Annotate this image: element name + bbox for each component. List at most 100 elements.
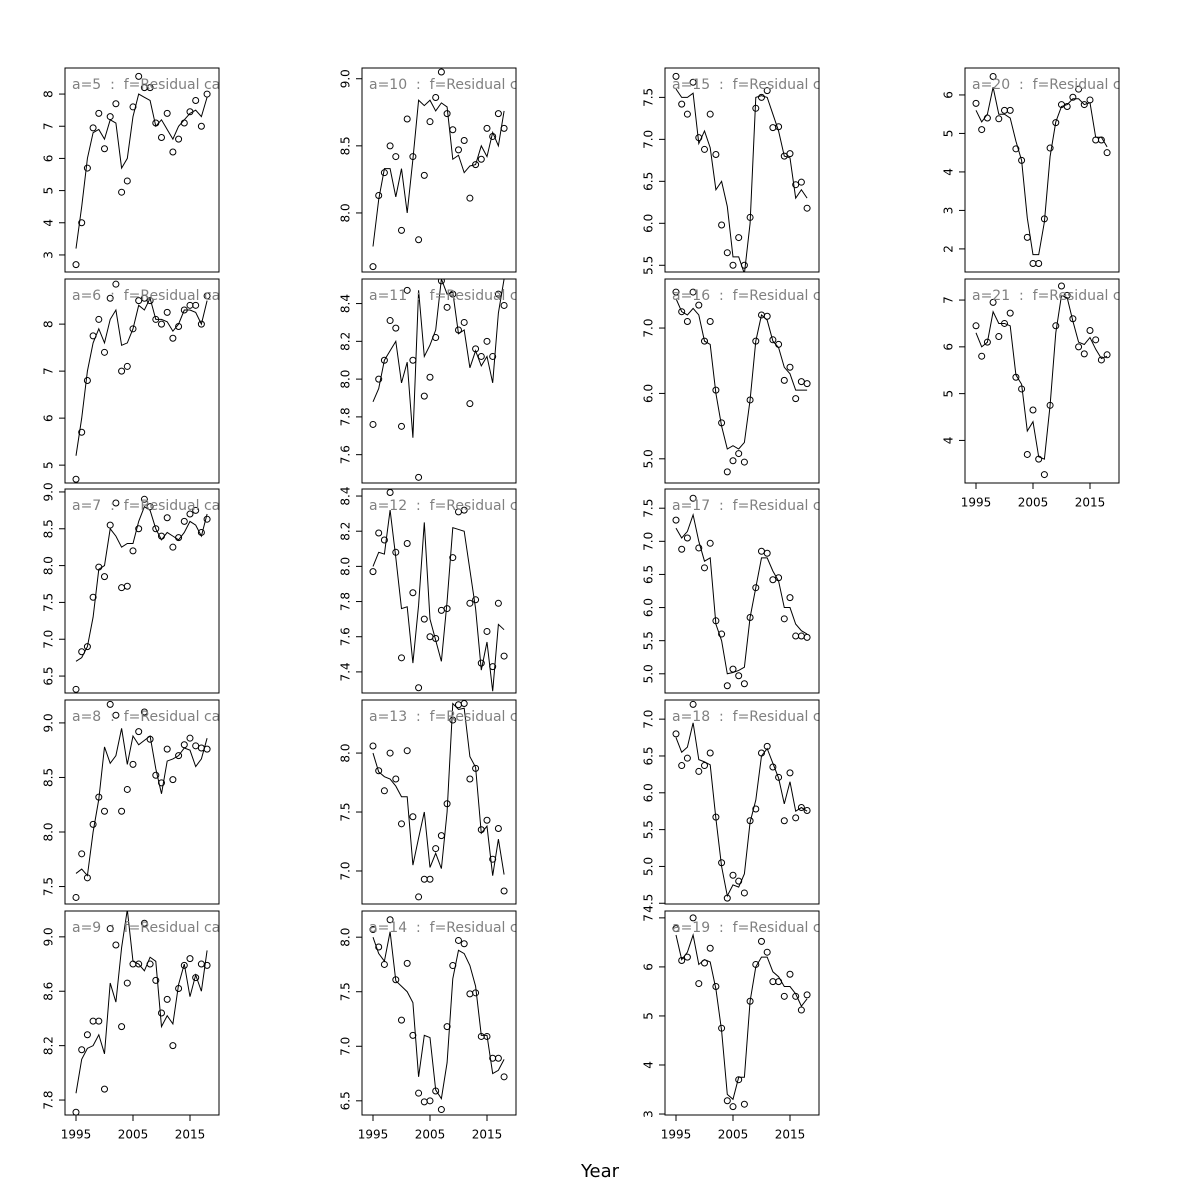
y-tick-label: 6 [942,91,956,99]
observed-point [169,1042,177,1050]
observed-point [392,324,400,332]
observed-point [369,742,377,750]
observed-point [803,806,811,814]
observed-point [1069,315,1077,323]
observed-point [1046,401,1054,409]
y-tick-label: 7.0 [642,532,656,551]
observed-point [426,875,434,883]
observed-point [989,298,997,306]
x-tick-label: 2015 [1075,496,1106,510]
observed-point [700,337,708,345]
observed-point [443,800,451,808]
plot-frame [964,278,1120,484]
observed-point [735,1076,743,1084]
observed-point [432,845,440,853]
observed-point [106,113,114,121]
observed-point [700,564,708,572]
observed-point [83,874,91,882]
observed-point [1040,215,1048,223]
panel-title: a=17 : f=Residual catch [672,498,851,514]
observed-point [129,103,137,111]
observed-point [712,386,720,394]
observed-point [729,665,737,673]
observed-point [803,633,811,641]
fitted-line [372,99,505,247]
observed-point [403,286,411,294]
y-tick-label: 6.5 [339,1091,353,1110]
observed-point [752,584,760,592]
observed-point [706,318,714,325]
observed-point [1012,373,1020,381]
observed-point [1075,85,1083,93]
panel: a=17 : f=Residual catch [672,494,851,690]
observed-point [746,613,754,621]
observed-point [1069,93,1077,101]
y-tick-label: 4.5 [642,894,656,913]
observed-point [1006,309,1014,317]
panel-title: a=20 : f=Residual catch [972,77,1151,93]
panel: a=12 : f=Residual catch [369,489,516,692]
observed-point [397,654,405,662]
observed-point [375,375,383,383]
observed-point [83,377,91,385]
panel: a=13 : f=Residual catch [369,700,516,901]
plot-frame [64,67,220,273]
observed-point [186,108,194,116]
observed-point [1029,406,1037,414]
observed-point [432,634,440,642]
observed-point [718,859,726,867]
observed-point [460,136,468,144]
observed-point [443,110,451,118]
observed-point [432,334,440,342]
observed-point [163,745,171,753]
y-tick-label: 5 [942,390,956,398]
observed-point [460,318,468,326]
panel-title: a=11 : f=Residual catch [369,288,548,304]
observed-point [403,959,411,967]
panel: a=10 : f=Residual catch [369,68,516,271]
observed-point [672,925,680,933]
observed-point [197,122,205,130]
observed-point [386,142,394,150]
observed-point [180,961,188,969]
observed-point [437,1106,445,1114]
observed-point [780,152,788,160]
observed-point [995,115,1003,123]
observed-point [729,457,737,465]
observed-point [415,893,423,901]
plot-frame [64,278,220,484]
observed-point [746,997,754,1005]
observed-point [152,771,160,779]
observed-point [786,363,794,371]
observed-point [786,970,794,978]
observed-point [95,563,103,571]
y-tick-label: 2 [942,245,956,253]
observed-point [95,315,103,323]
observed-point [712,150,720,158]
observed-point [186,510,194,518]
observed-point [978,352,986,360]
panel: a=5 : f=Residual catch [72,72,219,269]
x-tick-label: 2005 [415,1128,446,1142]
observed-point [129,760,137,768]
observed-point [78,850,86,858]
y-tick-label: 8.2 [339,522,353,541]
panel: a=19 : f=Residual catch [672,914,819,1111]
observed-point [500,124,508,132]
observed-point [380,536,388,544]
observed-point [95,109,103,117]
observed-point [472,345,480,353]
y-tick-label: 9.0 [42,482,56,501]
observed-point [769,336,777,344]
observed-point [454,146,462,154]
y-tick-label: 5.5 [642,256,656,275]
y-tick-label: 7.0 [642,710,656,729]
plot-frame [361,278,517,484]
panel: a=14 : f=Residual catch [369,916,516,1114]
observed-point [369,263,377,271]
observed-point [780,615,788,623]
observed-point [112,711,120,719]
observed-point [695,544,703,552]
observed-point [409,589,417,597]
